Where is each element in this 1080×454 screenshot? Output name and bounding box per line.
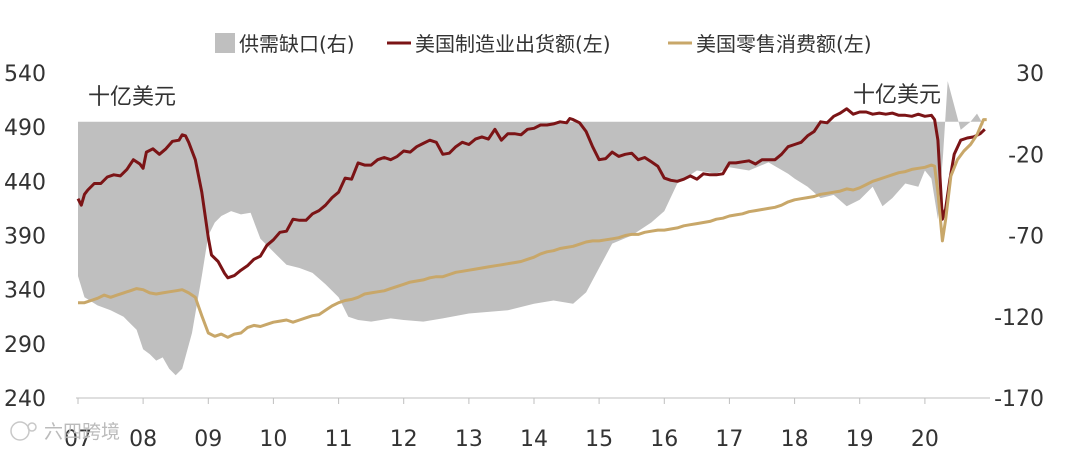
x-tick-label: 08	[129, 427, 157, 452]
watermark-text: 六四跨境	[44, 421, 120, 443]
x-tick-label: 09	[194, 427, 222, 452]
right-tick-label: 30	[1016, 62, 1044, 87]
legend: 供需缺口(右) 美国制造业出货额(左) 美国零售消费额(左)	[215, 32, 872, 56]
x-tick-label: 13	[455, 427, 483, 452]
x-tick-label: 14	[520, 427, 548, 452]
left-tick-label: 390	[4, 225, 46, 250]
x-tick-label: 20	[911, 427, 939, 452]
unit-label-left: 十亿美元	[88, 85, 176, 110]
series-line-manufacturing	[76, 107, 986, 280]
series-area-gap	[78, 81, 984, 376]
legend-swatch-gap	[215, 33, 235, 53]
x-tick-label: 18	[781, 427, 809, 452]
x-tick-label: 07	[64, 427, 92, 452]
right-tick-label: -170	[994, 387, 1044, 412]
legend-label-gap: 供需缺口(右)	[239, 32, 355, 56]
right-axis-ticks: 30 -20 -70 -120 -170	[994, 62, 1044, 412]
left-tick-label: 340	[4, 279, 46, 304]
x-tick-label: 17	[715, 427, 743, 452]
series-line-retail	[78, 118, 987, 339]
x-ticks: 07 08 09 10 11 12 13 14 15 16 17 18 19 20	[64, 398, 939, 452]
area-layer	[78, 81, 984, 376]
left-tick-label: 240	[4, 387, 46, 412]
legend-label-retail: 美国零售消费额(左)	[696, 32, 872, 56]
x-tick-label: 15	[585, 427, 613, 452]
left-tick-label: 290	[4, 333, 46, 358]
x-tick-label: 19	[846, 427, 874, 452]
x-tick-label: 11	[325, 427, 353, 452]
watermark-logo-dot-icon	[27, 422, 37, 432]
left-tick-label: 490	[4, 116, 46, 141]
left-axis-ticks: 540 490 440 390 340 290 240	[4, 62, 46, 412]
unit-label-right: 十亿美元	[853, 83, 941, 108]
legend-label-manufacturing: 美国制造业出货额(左)	[415, 32, 611, 56]
right-tick-label: -20	[1008, 143, 1044, 168]
right-tick-label: -120	[994, 306, 1044, 331]
x-tick-label: 16	[650, 427, 678, 452]
line-layer	[76, 107, 987, 339]
x-tick-label: 12	[390, 427, 418, 452]
x-tick-label: 10	[259, 427, 287, 452]
right-tick-label: -70	[1008, 225, 1044, 250]
left-tick-label: 540	[4, 62, 46, 87]
watermark-logo-icon	[10, 421, 30, 441]
left-tick-label: 440	[4, 170, 46, 195]
watermark: 六四跨境	[10, 421, 120, 443]
